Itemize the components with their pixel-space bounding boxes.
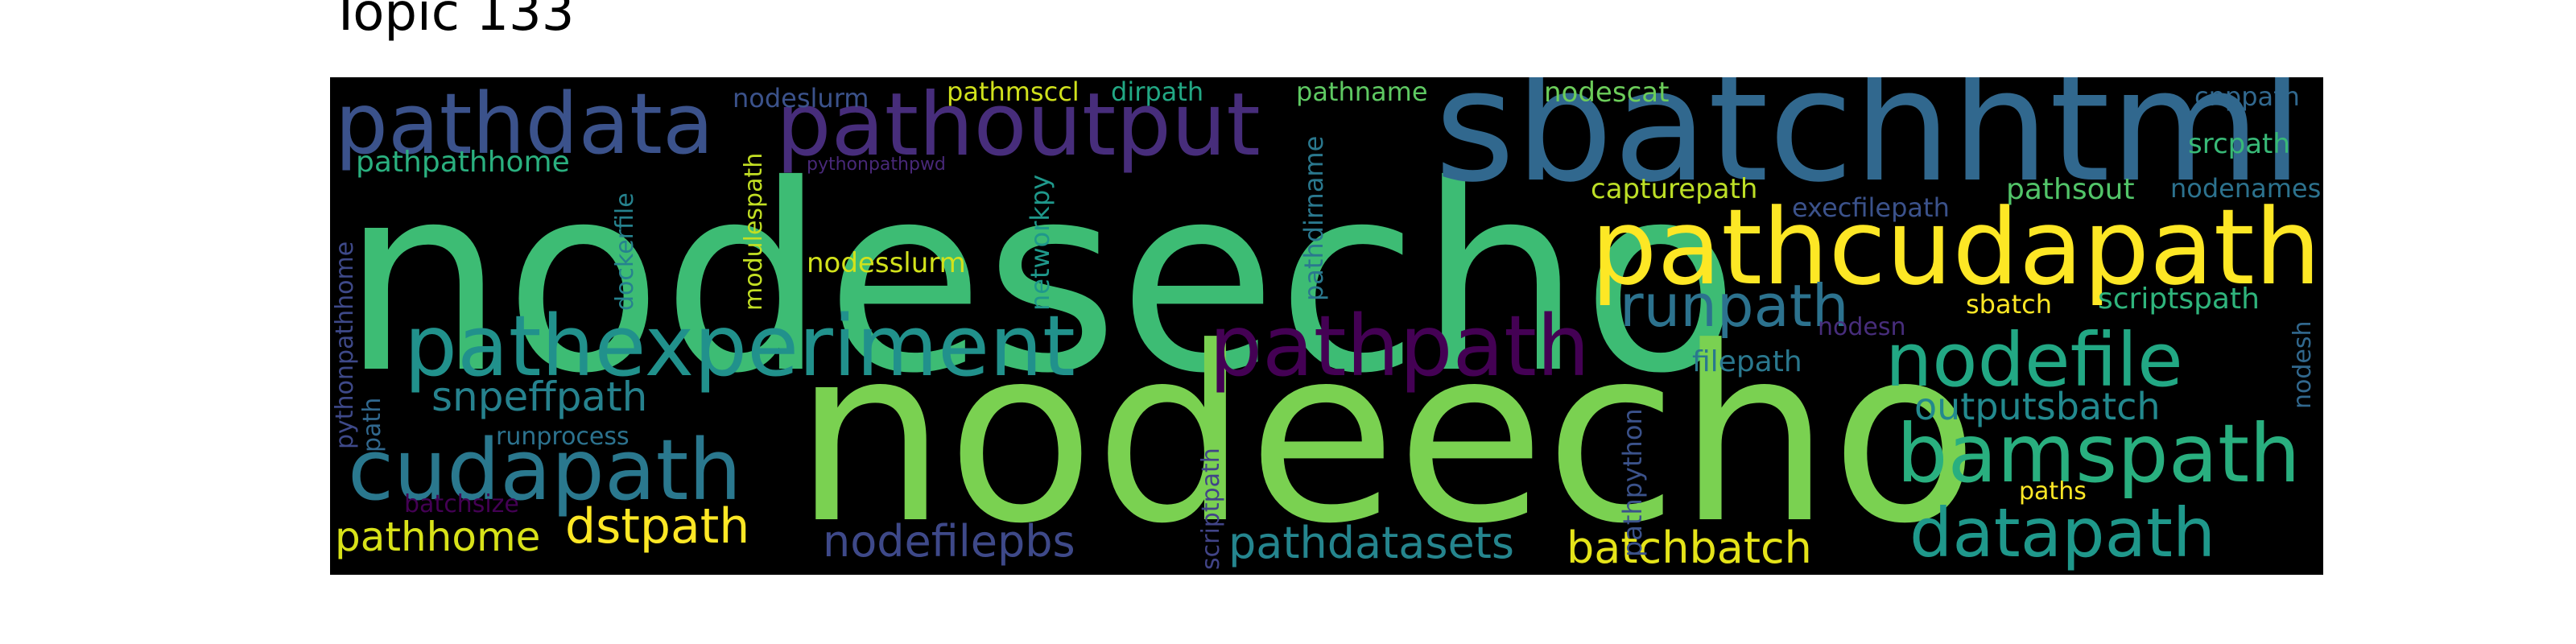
word: pathoutput	[776, 77, 1261, 175]
word: cnppath	[2194, 81, 2300, 112]
word: pathsout	[2006, 173, 2135, 206]
word: pythonpathpwd	[807, 155, 946, 175]
word: pathdirname	[1298, 135, 1329, 301]
word: dockerfile	[611, 192, 639, 311]
word: outputsbatch	[1914, 385, 2161, 428]
word: pathdata	[335, 77, 714, 173]
word: pathpython	[1617, 408, 1648, 557]
word: dstpath	[565, 498, 750, 555]
word: cudapath	[348, 421, 742, 519]
word: nodefile	[1885, 317, 2183, 403]
word: nodesecho	[341, 130, 1740, 430]
word: nodesh	[2289, 320, 2317, 409]
word: datapath	[1909, 493, 2216, 572]
word: pathdatasets	[1228, 518, 1515, 568]
word: snpeffpath	[431, 374, 648, 420]
word: scriptpath	[1197, 448, 1225, 570]
word-cloud: nodesecho nodeecho sbatchhtml pathcudapa…	[330, 77, 2323, 575]
word: runpath	[1620, 272, 1849, 340]
word: nodesn	[1818, 313, 1906, 341]
word: batchbatch	[1567, 522, 1812, 573]
word: nodefilepbs	[823, 516, 1075, 567]
figure-title: Topic 133	[330, 0, 575, 43]
word: nodesslurm	[807, 247, 966, 279]
word: nodeecho	[794, 295, 1979, 575]
word: sbatchhtml	[1435, 77, 2304, 217]
word: srcpath	[2188, 128, 2290, 160]
word: runprocess	[496, 423, 630, 451]
word: sbatch	[1966, 289, 2053, 320]
word: dirpath	[1111, 77, 1204, 107]
word: pathpath	[1209, 297, 1590, 395]
word: nodeslurm	[733, 83, 869, 114]
word: pathexperiment	[404, 297, 1075, 395]
word: path	[358, 397, 386, 452]
word: pathhome	[335, 514, 541, 560]
word: execfilepath	[1792, 192, 1950, 223]
word: capturepath	[1591, 173, 1758, 205]
word: filepath	[1692, 345, 1802, 378]
word: nodescat	[1544, 77, 1670, 109]
word: paths	[2019, 477, 2087, 506]
word: bamspath	[1897, 407, 2301, 501]
word: pathname	[1296, 77, 1428, 107]
word: nodenames	[2170, 173, 2322, 204]
word: pathmsccl	[947, 77, 1080, 107]
word: pathcudapath	[1591, 186, 2322, 308]
word: scriptspath	[2098, 283, 2260, 316]
word: networkpy	[1025, 174, 1055, 311]
word: pythonpathhome	[331, 241, 359, 449]
word: batchsize	[404, 490, 519, 518]
word: pathpathhome	[356, 146, 570, 179]
word: modulespath	[740, 152, 768, 311]
